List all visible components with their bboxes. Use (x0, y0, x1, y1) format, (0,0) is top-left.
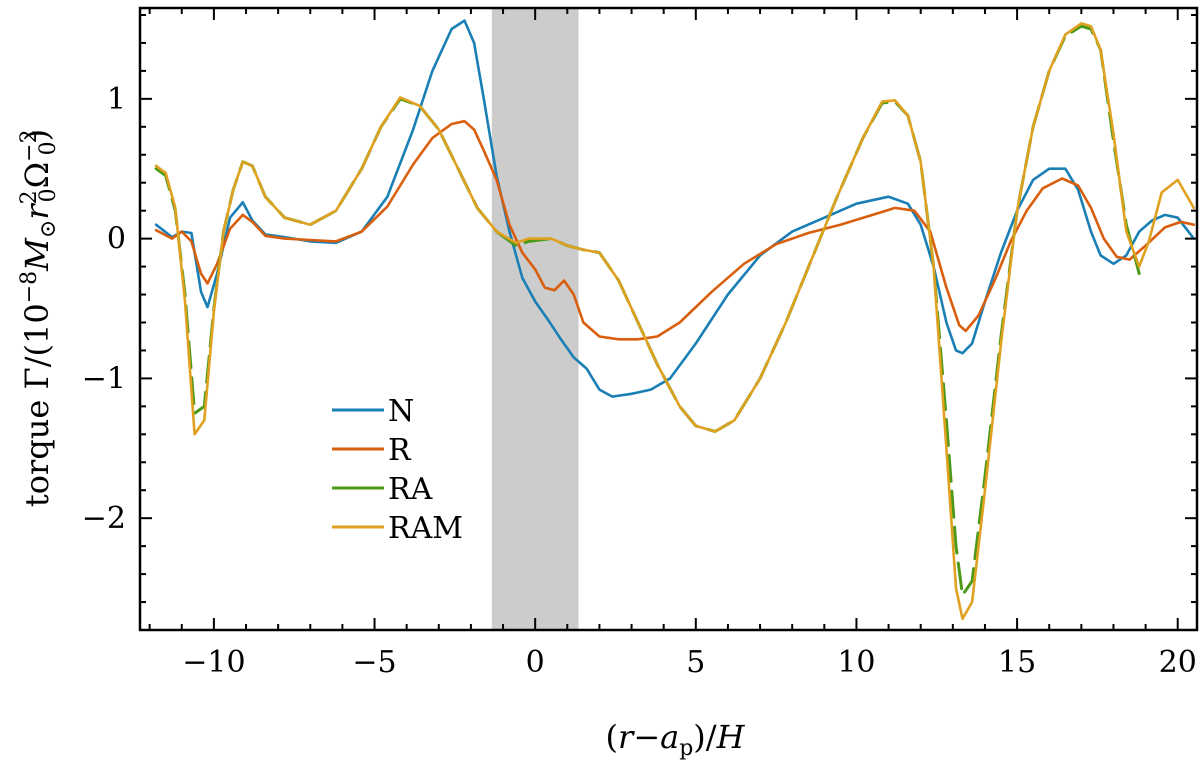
x-tick-label: −5 (352, 645, 396, 680)
series-line-n (154, 19, 1196, 398)
y-tick-label: −2 (82, 501, 126, 536)
legend: NR RA RAM (332, 394, 463, 546)
planet-region-shading (491, 8, 579, 630)
shaded-region (491, 8, 579, 630)
y-tick-label: −1 (82, 361, 126, 396)
x-tick-label: 10 (837, 645, 875, 680)
y-tick-label: 1 (107, 82, 126, 117)
series-line-ram (154, 22, 1196, 621)
axes-frame (138, 6, 1199, 632)
series-line-r (154, 119, 1196, 341)
x-tick-label: −10 (182, 645, 245, 680)
tick-labels: −10 −5 0 5 10 15 20−2−101 (82, 82, 1197, 680)
axis-ticks (140, 8, 1197, 630)
legend-label-ram: RAM (388, 511, 463, 546)
x-tick-label: 0 (526, 645, 545, 680)
x-tick-label: 20 (1159, 645, 1197, 680)
legend-label-ra: RA (388, 472, 433, 507)
plot-frame (138, 6, 1199, 632)
y-tick-label: 0 (107, 222, 126, 257)
x-tick-label: 5 (686, 645, 705, 680)
legend-label-r: R (388, 433, 412, 468)
x-axis-label: (r−ap)/H (606, 718, 746, 761)
series-lines (154, 19, 1196, 621)
legend-label-n: N (388, 394, 414, 429)
y-axis-label: torque Γ/(10−8M⊙r20Ω−20) (17, 129, 61, 507)
series-line-ra (154, 24, 1141, 597)
x-tick-label: 15 (998, 645, 1036, 680)
